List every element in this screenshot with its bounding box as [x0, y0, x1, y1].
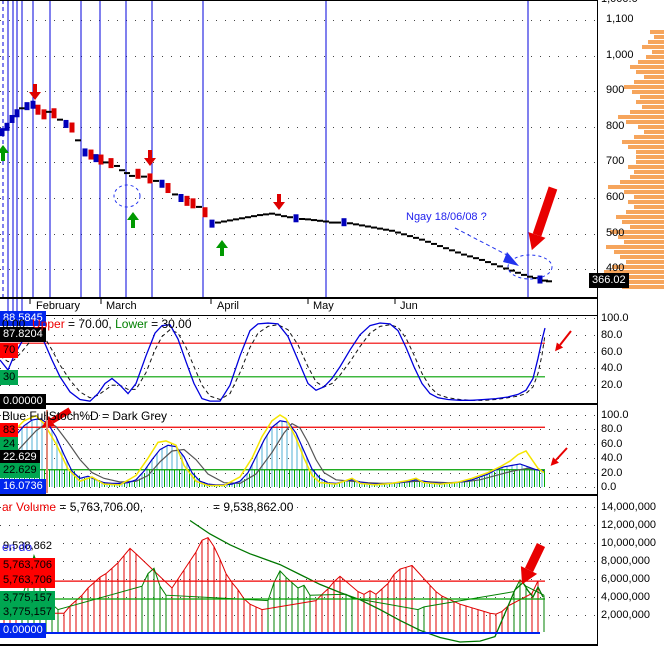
gridline-dotted	[0, 385, 597, 386]
stoch-value-badge: 30	[0, 370, 19, 385]
volume-axis-label: 14,000,000	[601, 501, 657, 513]
gridline-dotted	[0, 127, 597, 128]
month-label-march[interactable]: March	[106, 300, 137, 312]
clipped-axis-label: 1,000.0	[601, 0, 638, 6]
gridline-dotted	[0, 473, 597, 474]
gridline-dotted	[0, 507, 597, 508]
stoch-value-badge: 88.5845	[0, 311, 46, 326]
fullstoch-axis-label: 60.0	[601, 438, 623, 450]
gridline-dotted	[0, 543, 597, 544]
stoch-panel-bottom-border	[0, 403, 598, 405]
volume-axis-label: 2,000,000	[601, 609, 650, 621]
gridline-dotted	[0, 561, 597, 562]
fullstoch-panel-bottom-border	[0, 494, 598, 496]
gridline-dotted	[0, 579, 597, 580]
price-axis-label: 900	[606, 84, 625, 96]
gridline-dotted	[0, 429, 597, 430]
month-label-february[interactable]: February	[36, 300, 81, 312]
gridline-dotted	[0, 318, 597, 319]
top-border	[0, 0, 598, 1]
fullstoch-axis-label: 40.0	[601, 452, 623, 464]
volume-value-badge: 3,775,157	[0, 605, 55, 620]
stoch-header-upper: Upper	[32, 317, 65, 331]
fullstoch-axis-label: 100.0	[601, 409, 629, 421]
volume-header-name: ar Volume	[2, 500, 57, 514]
fullstoch-axis-label: 0.0	[601, 481, 617, 493]
fullstoch-value-badge: 22.629	[0, 463, 40, 478]
stoch-header-part2: = 70.00,	[64, 317, 116, 331]
volume-value-badge: 3,775,157	[0, 591, 55, 606]
volume-axis-label: 12,000,000	[601, 519, 657, 531]
gridline-dotted	[0, 91, 597, 92]
price-axis-label: 1,000	[606, 49, 634, 61]
stoch-header-part3: = 30.00	[147, 317, 192, 331]
stoch-axis-label: 40.0	[601, 362, 623, 374]
volume-note: en do	[2, 540, 33, 554]
gridline-dotted	[0, 487, 597, 488]
volume-header-value: = 5,763,706.00,	[56, 500, 144, 514]
gridline-dotted	[0, 269, 597, 270]
stoch-axis-label: 100.0	[601, 312, 629, 324]
volume-value-badge: 9,538,862	[0, 539, 55, 554]
gridline-dotted	[0, 234, 597, 235]
gridline-dotted	[0, 20, 597, 21]
month-label-may[interactable]: May	[313, 300, 334, 312]
volume-value-badge: 5,763,706	[0, 573, 55, 588]
price-axis-label: 700	[606, 155, 625, 167]
volume-axis-label: 4,000,000	[601, 591, 650, 603]
volume-axis-label: 8,000,000	[601, 555, 650, 567]
gridline-dotted	[0, 352, 597, 353]
volume-value-badge: 0.00000	[0, 623, 46, 638]
timeline-bottom-border	[0, 315, 598, 316]
month-label-april[interactable]: April	[217, 300, 240, 312]
date-annotation[interactable]: Ngay 18/06/08 ?	[406, 211, 487, 223]
fullstoch-value-badge: 24	[0, 437, 19, 452]
volume-axis-label: 10,000,000	[601, 537, 657, 549]
stoch-axis-label: 80.0	[601, 329, 623, 341]
price-axis-label: 400	[606, 262, 625, 274]
stoch-value-badge: 0.00000	[0, 394, 46, 409]
bottom-border	[0, 644, 598, 646]
gridline-dotted	[0, 162, 597, 163]
fullstoch-axis-label: 20.0	[601, 467, 623, 479]
last-price-badge: 366.02	[589, 273, 629, 288]
volume-value-badge: 5,763,706	[0, 558, 55, 573]
price-axis-label: 1,100	[606, 13, 634, 25]
stoch-header: 0.00, Upper = 70.00, Lower = 30.00	[2, 317, 192, 331]
gridline-dotted	[0, 525, 597, 526]
stoch-header-part1: 0.00,	[2, 317, 33, 331]
gridline-dotted	[0, 335, 597, 336]
stoch-value-badge: 70	[0, 343, 19, 358]
volume-avg-value: = 9,538,862.00	[213, 500, 294, 514]
month-label-jun[interactable]: Jun	[400, 300, 418, 312]
stoch-axis-label: 20.0	[601, 379, 623, 391]
fullstoch-value-badge: 83	[0, 423, 19, 438]
gridline-dotted	[0, 56, 597, 57]
price-axis-label: 600	[606, 191, 625, 203]
price-panel-bottom-border	[0, 297, 598, 299]
volume-axis-label: 6,000,000	[601, 573, 650, 585]
volume-header: ar Volume = 5,763,706.00,	[2, 500, 143, 514]
fullstoch-value-badge: 22.629	[0, 450, 40, 465]
fullstoch-value-badge: 16.0736	[0, 479, 46, 494]
gridline-dotted	[0, 415, 597, 416]
price-axis-label: 800	[606, 120, 625, 132]
gridline-dotted	[0, 368, 597, 369]
stoch-axis-label: 60.0	[601, 346, 623, 358]
gridline-dotted	[0, 198, 597, 199]
axis-divider	[597, 0, 598, 646]
stoch-value-badge: 87.8204	[0, 327, 46, 342]
gridline-dotted	[0, 458, 597, 459]
fullstoch-header: Blue FullStoch%D = Dark Grey	[2, 409, 168, 423]
fullstoch-axis-label: 80.0	[601, 423, 623, 435]
price-axis-label: 500	[606, 227, 625, 239]
stoch-header-lower: Lower	[115, 317, 148, 331]
